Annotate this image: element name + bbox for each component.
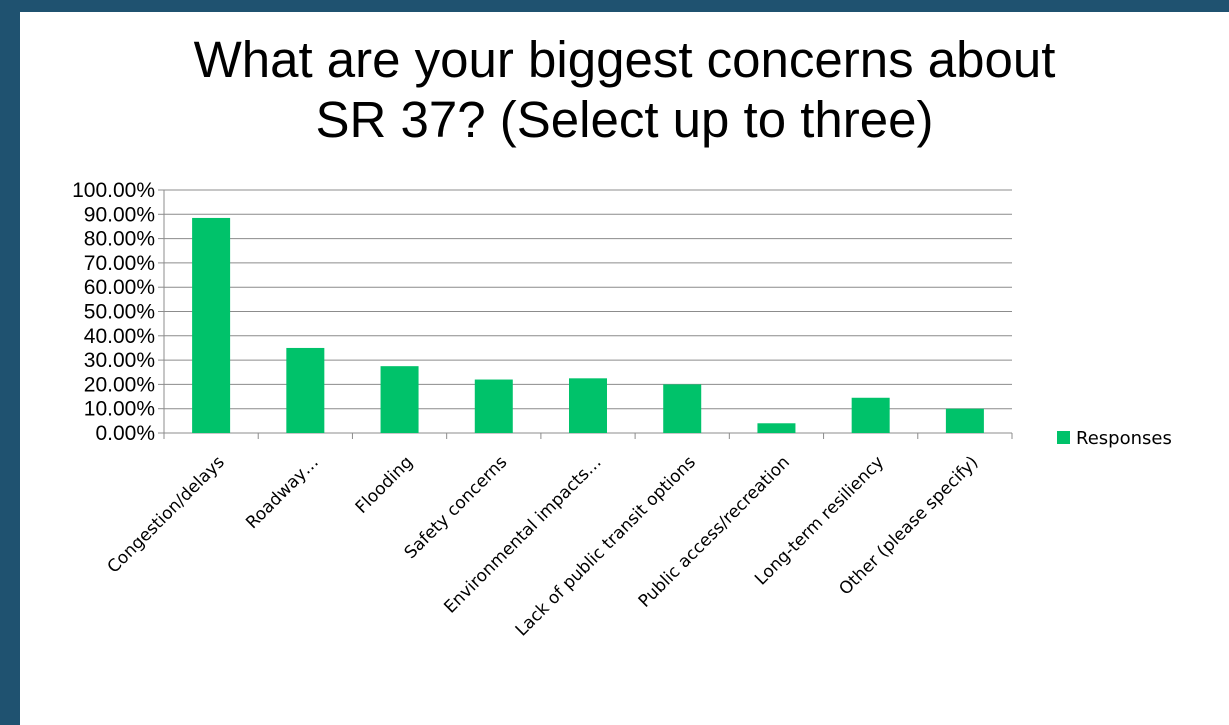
chart-title: What are your biggest concerns about SR … — [20, 30, 1229, 150]
category-labels: Congestion/delays Roadway… FloodingSafety … — [104, 452, 983, 640]
bar-chart: 0.00%10.00%20.00%30.00%40.00%50.00%60.00… — [72, 179, 1172, 640]
y-tick-label: 60.00% — [84, 276, 155, 299]
bar — [474, 379, 513, 433]
bar — [380, 366, 419, 433]
category-label: Flooding — [352, 452, 417, 517]
bar — [663, 384, 702, 433]
legend: Responses — [1057, 428, 1172, 449]
y-tick-label: 30.00% — [84, 349, 155, 372]
y-tick-label: 20.00% — [84, 373, 155, 396]
y-tick-label: 90.00% — [84, 203, 155, 226]
y-tick-label: 0.00% — [95, 422, 155, 445]
category-label: Congestion/delays — [104, 452, 229, 577]
bar — [286, 347, 325, 433]
category-label: Safety concerns — [401, 452, 512, 563]
bar — [945, 408, 984, 433]
category-label: Lack of public transit options — [512, 452, 700, 640]
bars — [192, 217, 984, 433]
legend-label: Responses — [1076, 428, 1172, 449]
y-tick-label: 10.00% — [84, 398, 155, 421]
legend-swatch — [1057, 431, 1070, 444]
y-tick-label: 100.00% — [72, 179, 155, 202]
category-label: Public access/recreation — [635, 452, 794, 611]
category-label: Environmental impacts… — [440, 452, 605, 617]
y-tick-label: 80.00% — [84, 228, 155, 251]
y-tick-label: 40.00% — [84, 325, 155, 348]
y-tick-label: 70.00% — [84, 252, 155, 275]
chart-title-line-2: SR 37? (Select up to three) — [315, 91, 934, 148]
bar — [851, 397, 890, 433]
gridlines — [164, 189, 1012, 410]
bar — [192, 217, 231, 433]
category-label: Roadway… — [242, 452, 323, 533]
bar — [569, 378, 607, 433]
bar — [757, 423, 796, 433]
y-tick-label: 50.00% — [84, 301, 155, 324]
chart-title-line-1: What are your biggest concerns about — [193, 31, 1056, 88]
slide-panel: What are your biggest concerns about SR … — [20, 12, 1229, 725]
